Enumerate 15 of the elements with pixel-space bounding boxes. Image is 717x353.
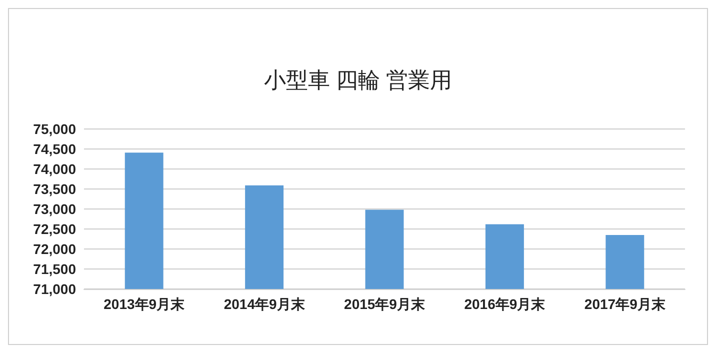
x-tick-label: 2017年9月末 bbox=[584, 296, 666, 312]
y-tick-label: 74,500 bbox=[33, 141, 76, 157]
chart-title: 小型車 四輪 営業用 bbox=[264, 68, 452, 92]
y-tick-label: 74,000 bbox=[33, 161, 76, 177]
x-tick-label: 2013年9月末 bbox=[104, 296, 186, 312]
y-tick-label: 72,500 bbox=[33, 221, 76, 237]
x-tick-label: 2014年9月末 bbox=[224, 296, 306, 312]
y-tick-label: 72,000 bbox=[33, 241, 76, 257]
x-tick-label: 2016年9月末 bbox=[464, 296, 546, 312]
x-tick-label: 2015年9月末 bbox=[344, 296, 426, 312]
y-tick-label: 71,500 bbox=[33, 261, 76, 277]
y-tick-label: 71,000 bbox=[33, 281, 76, 297]
y-tick-label: 75,000 bbox=[33, 121, 76, 137]
y-tick-label: 73,000 bbox=[33, 201, 76, 217]
y-tick-label: 73,500 bbox=[33, 181, 76, 197]
